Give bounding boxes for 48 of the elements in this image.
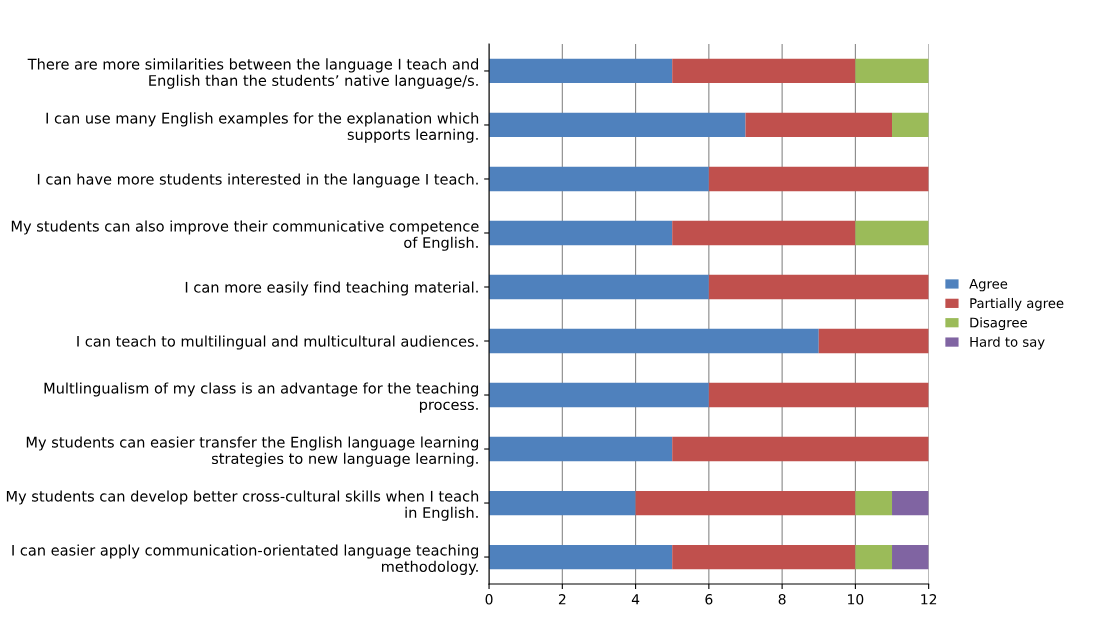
- y-tick-label: My students can easier transfer the English language learning strategies to new language learning.: [26, 436, 479, 467]
- x-tick-label: 4: [631, 594, 640, 605]
- y-tick-label: I can use many English examples for the explanation which supports learning.: [46, 112, 479, 143]
- y-tick-label: My students can develop better cross-cultural skills when I teach in English.: [6, 490, 479, 521]
- bar: [672, 544, 856, 570]
- bar: [489, 490, 636, 516]
- bar: [672, 58, 856, 84]
- y-tick-label: My students can also improve their communicative competence of English.: [11, 220, 479, 251]
- x-tick-label: 0: [485, 594, 493, 605]
- bar: [855, 58, 929, 84]
- x-tick-label: 6: [705, 594, 713, 605]
- legend-label: Partially agree: [970, 297, 1064, 311]
- legend-label: Disagree: [970, 317, 1027, 331]
- bar: [855, 220, 929, 246]
- x-tick-label: 12: [921, 594, 937, 605]
- legend-label: Hard to say: [970, 336, 1045, 350]
- bar: [489, 328, 819, 354]
- y-tick-label: There are more similarities between the language I teach and English than the students’ native language/s.: [27, 58, 479, 89]
- bar: [489, 544, 673, 570]
- bar: [892, 490, 929, 516]
- bar: [489, 112, 746, 138]
- bar: [489, 166, 709, 192]
- bar: [489, 274, 709, 300]
- bar: [855, 490, 893, 516]
- y-tick-label: I can have more students interested in the language I teach.: [37, 173, 478, 188]
- y-tick-label: I can teach to multilingual and multicultural audiences.: [77, 335, 478, 350]
- bar: [672, 436, 929, 462]
- x-tick-label: 10: [848, 594, 864, 605]
- bar: [818, 328, 929, 354]
- bar: [489, 58, 673, 84]
- y-tick-label: Multlingualism of my class is an advantage for the teaching process.: [44, 382, 479, 413]
- bar: [708, 382, 929, 408]
- bar: [708, 274, 929, 300]
- y-tick-label: I can easier apply communication-orientated language teaching methodology.: [12, 544, 478, 575]
- x-tick-label: 2: [558, 594, 566, 605]
- bar: [489, 382, 709, 408]
- bar: [745, 112, 893, 138]
- bar: [892, 544, 929, 570]
- y-tick-label: I can more easily find teaching material.: [185, 281, 478, 296]
- legend-label: Agree: [969, 278, 1008, 292]
- bar: [855, 544, 893, 570]
- bar: [635, 490, 856, 516]
- x-tick-label: 8: [778, 594, 786, 605]
- bar: [489, 436, 673, 462]
- bar: [672, 220, 856, 246]
- bar: [708, 166, 929, 192]
- bar: [892, 112, 929, 138]
- bar: [489, 220, 673, 246]
